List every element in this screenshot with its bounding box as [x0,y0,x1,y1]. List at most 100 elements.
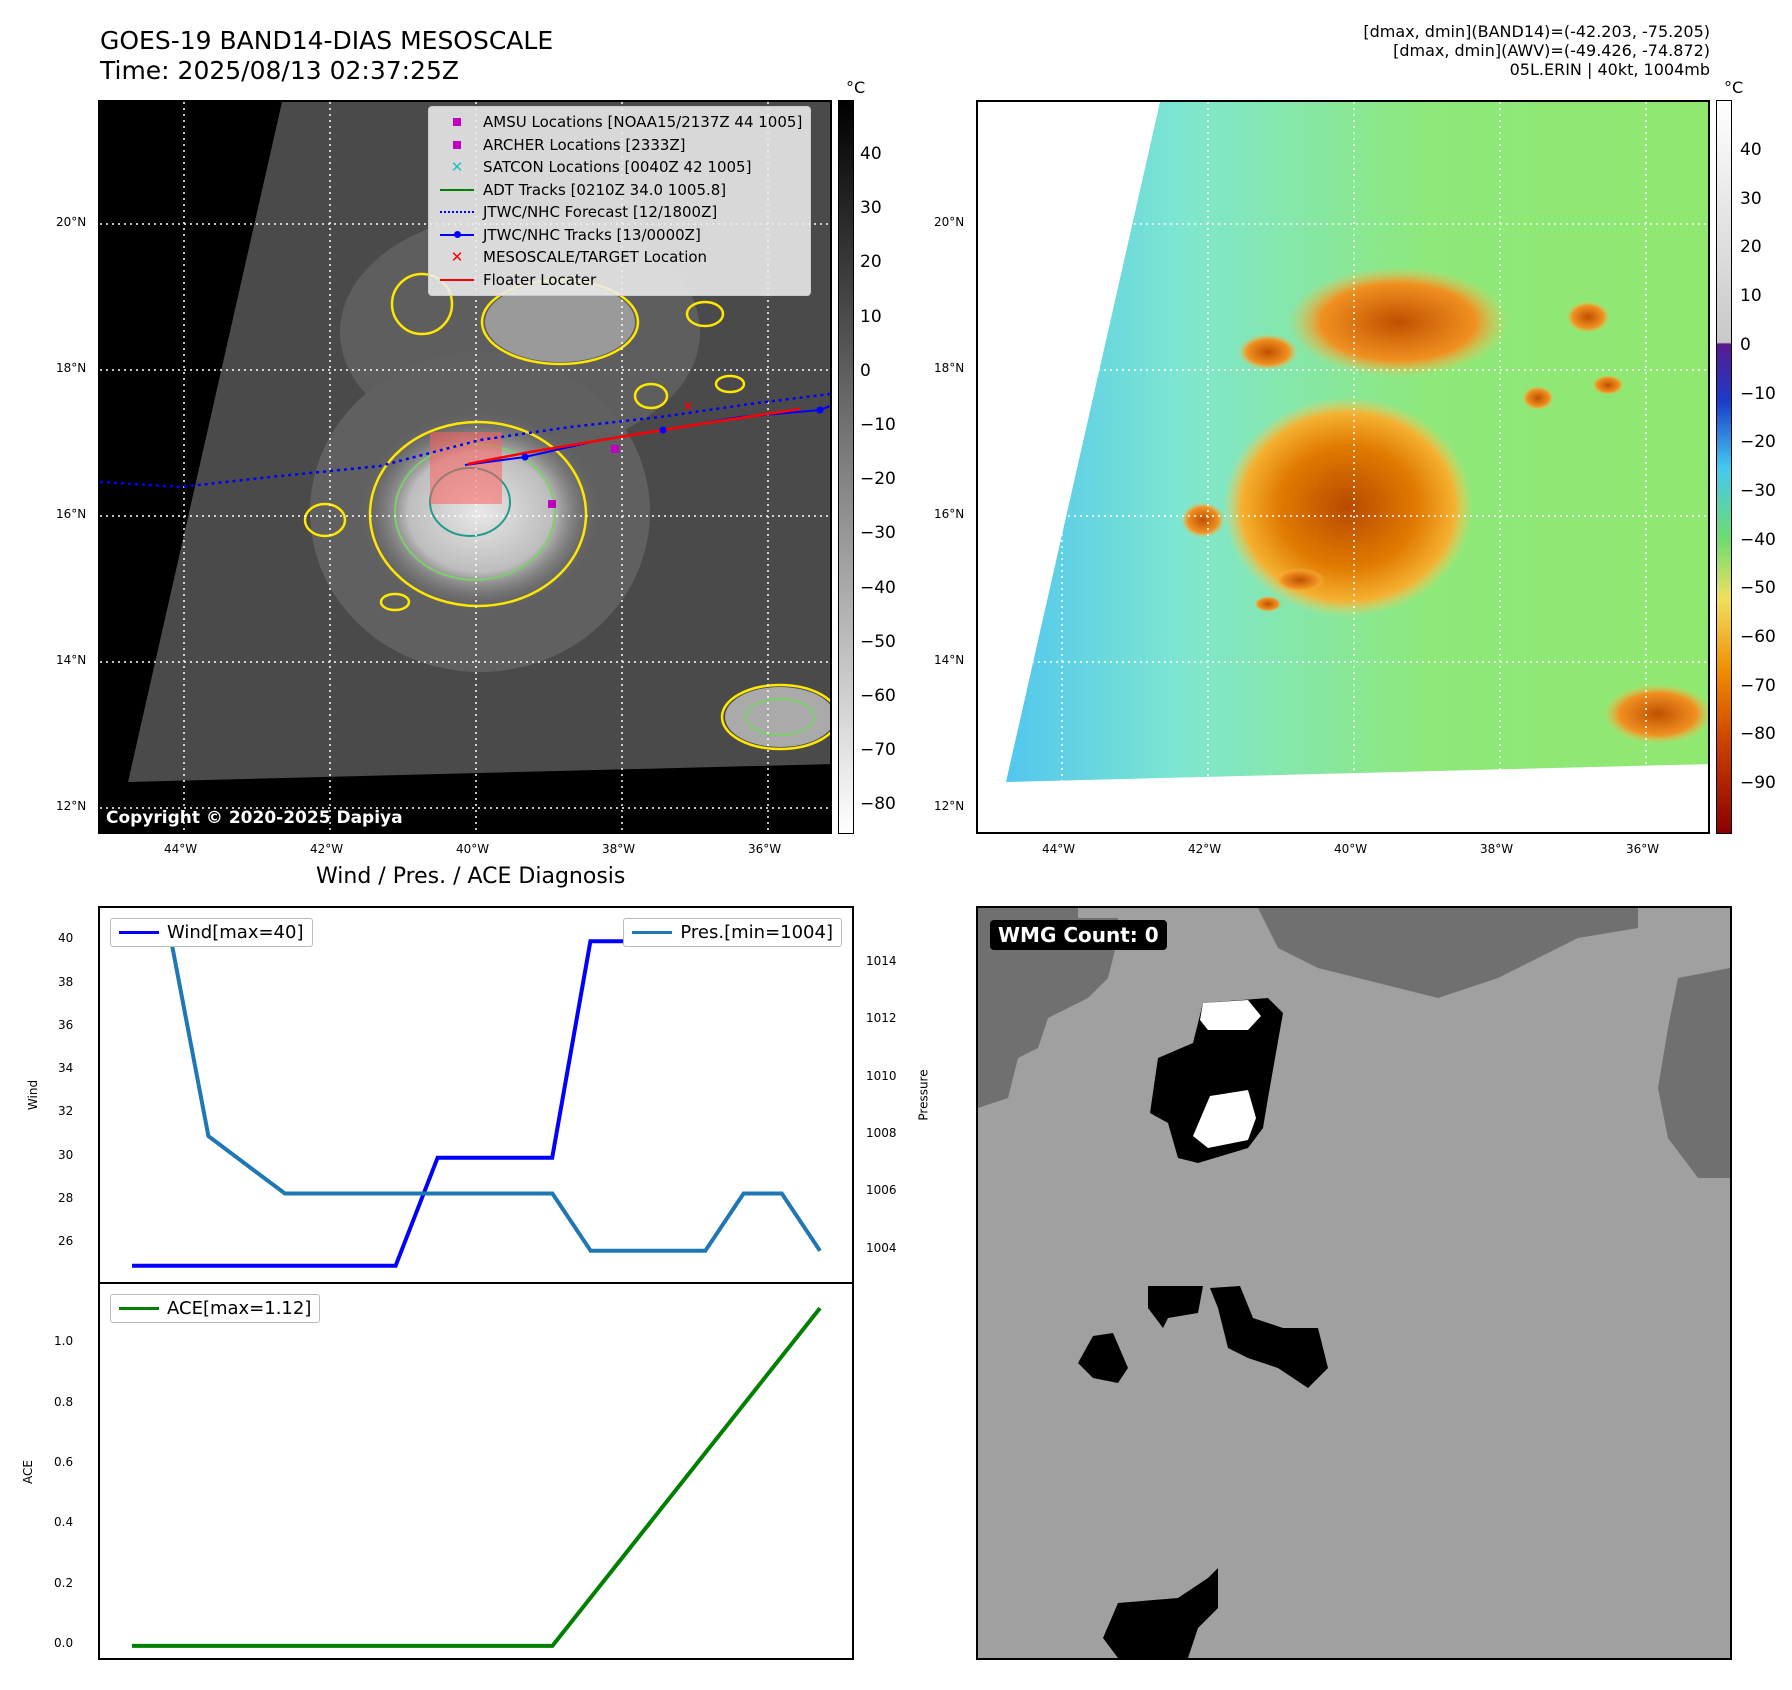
colorbar-tick-label: 30 [1740,188,1762,209]
lon-label: 36°W [1626,842,1660,856]
wind-legend-swatch [119,931,159,934]
pressure-tick-label: 1014 [866,954,897,969]
legend-item-satcon: ✕ SATCON Locations [0040Z 42 1005] [450,158,752,177]
pres-legend-swatch [632,931,673,934]
mesoscale-target-box [430,432,502,504]
ir-map-panel: ✕ AMSU Locations [NOAA15/2137Z 44 1005] … [98,100,832,834]
lon-label: 40°W [1334,842,1368,856]
map-legend: AMSU Locations [NOAA15/2137Z 44 1005] AR… [428,106,812,296]
chart-title: Wind / Pres. / ACE Diagnosis [316,864,626,889]
pressure-tick-label: 1004 [866,1240,897,1255]
colorbar-tick-label: 30 [860,198,882,219]
wind-pres-plot [132,933,822,1268]
wmg-dark-region [1258,908,1638,998]
ir-contour [368,420,588,608]
colorbar-tick-label: −60 [860,686,896,706]
lat-label: 20°N [934,215,965,229]
ir-contour [390,272,454,336]
wind-tick-label: 40 [58,931,74,946]
colorbar-tick-label: −20 [860,469,896,490]
track-point [659,426,667,434]
colorbar-tick-label: 0 [1740,334,1751,355]
colorbar-tick-label: 20 [1740,237,1762,258]
ir-cloud-se [725,687,830,747]
colorbar-tick-label: −30 [860,523,896,544]
wind-tick-label: 30 [58,1147,74,1162]
enhanced-colorbar [1716,100,1732,834]
cloud-cluster [1254,596,1282,612]
colorbar-tick-label: −10 [1740,383,1776,404]
ace-tick-label: 1.0 [54,1334,74,1349]
colorbar-tick-label: −90 [1740,773,1776,794]
colorbar-tick-label: −20 [1740,432,1776,453]
lat-label: 14°N [934,653,965,667]
colorbar-tick-label: −70 [860,740,896,761]
timestamp: Time: 2025/08/13 02:37:25Z [100,56,459,85]
lat-label: 16°N [56,507,87,521]
lon-label: 42°W [310,842,344,856]
pressure-series-line [132,933,822,1253]
colorbar-unit: °C [846,78,866,97]
info-storm: 05L.ERIN | 40kt, 1004mb [1509,60,1710,79]
wind-tick-label: 34 [58,1061,74,1076]
wmg-dark-cloud [1148,1286,1203,1328]
colorbar-tick-label: −40 [860,577,896,598]
info-block: [dmax, dmin](BAND14)=(-42.203, -75.205) … [1363,22,1710,79]
legend-item-target: ✕ MESOSCALE/TARGET Location [450,248,708,267]
lat-label: 18°N [56,361,87,375]
cloud-cluster [1592,375,1624,395]
info-band14: [dmax, dmin](BAND14)=(-42.203, -75.205) [1363,22,1710,41]
wind-tick-label: 32 [58,1104,74,1119]
ace-tick-label: 0.2 [54,1575,74,1590]
colorbar-tick-label: −50 [860,631,896,652]
colorbar-unit: °C [1724,78,1744,97]
wind-pres-chart: Wind[max=40] Pres.[min=1004] [98,906,854,1284]
legend-item-tracks: JTWC/NHC Tracks [13/0000Z] [437,224,802,247]
colorbar-tick-label: −10 [860,415,896,435]
wmg-dark-cloud [1210,1286,1328,1388]
cloud-cluster [1288,267,1508,377]
wmg-dark-cloud [1078,1333,1128,1383]
wmg-panel: WMG Count: 0 [976,906,1732,1660]
lat-label: 16°N [934,507,965,521]
page-title: GOES-19 BAND14-DIAS MESOSCALE [100,26,554,55]
wind-tick-label: 26 [58,1234,74,1249]
ir-contour [633,382,669,410]
cloud-cluster [1181,502,1225,538]
colorbar-tick-label: 10 [1740,286,1762,307]
pres-legend: Pres.[min=1004] [623,918,842,947]
wmg-dark-region [978,908,1118,1108]
wmg-dark-region [1658,968,1730,1178]
colorbar-tick-label: −50 [1740,578,1776,599]
copyright-text: Copyright © 2020-2025 Dapiya [106,808,403,828]
track-point [521,453,529,461]
track-point [816,406,824,414]
colorbar-tick-label: −60 [1740,627,1776,647]
colorbar-tick-label: 40 [1740,140,1762,160]
ir-cloud-n [485,282,635,362]
colorbar-tick-label: 10 [860,306,882,327]
legend-item-adt: ADT Tracks [0210Z 34.0 1005.8] [437,179,802,202]
legend-item-forecast: JTWC/NHC Forecast [12/1800Z] [437,201,802,224]
colorbar-tick-label: −80 [1740,724,1776,745]
cloud-cluster [1566,301,1610,333]
ace-legend: ACE[max=1.12] [110,1294,321,1323]
enhanced-map-panel [976,100,1710,834]
lon-label: 42°W [1188,842,1222,856]
wmg-map [978,908,1730,1658]
cloud-cluster [1275,568,1325,592]
wmg-white-cloud [1200,1000,1261,1030]
forecast-track [100,392,830,489]
ir-contour [303,502,347,538]
ir-contour [685,300,725,328]
wmg-dark-cloud [1103,1568,1218,1658]
ir-contour [720,683,830,751]
ir-contour [714,374,746,394]
ir-contour [379,592,411,612]
ace-tick-label: 0.0 [54,1635,74,1650]
colorbar-tick-label: −80 [860,794,896,815]
lat-label: 14°N [56,653,87,667]
lon-label: 44°W [164,842,198,856]
ir-contour [745,698,815,736]
ir-colorbar [838,100,854,834]
